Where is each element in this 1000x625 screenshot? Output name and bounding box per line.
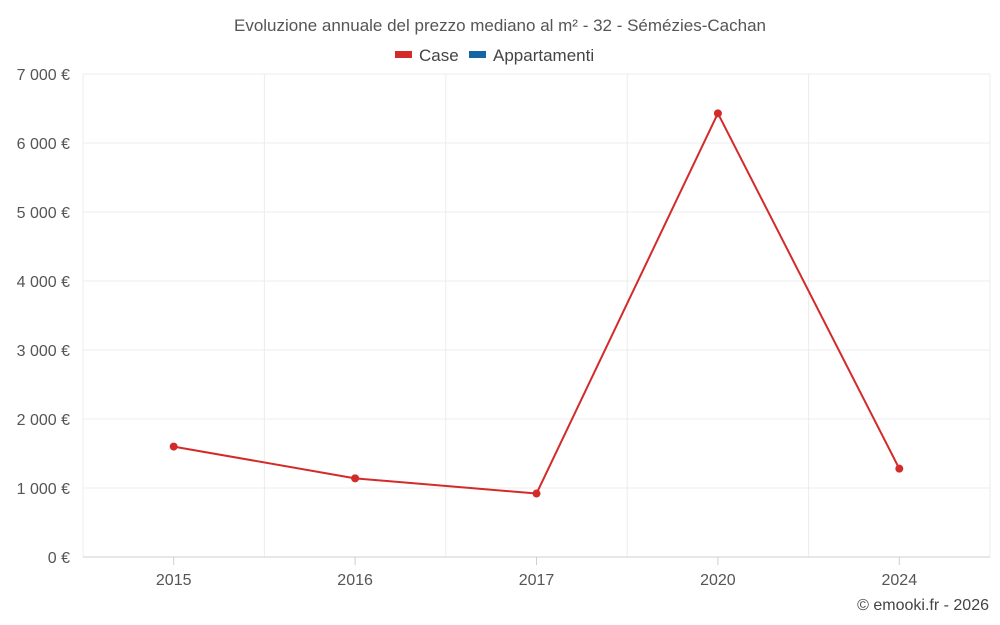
y-tick-label: 7 000 € [17,67,70,84]
y-tick-label: 4 000 € [17,274,70,291]
y-tick-label: 1 000 € [17,481,70,498]
data-point-case-2017[interactable] [532,489,541,498]
legend-swatch-appartamenti [469,51,486,58]
y-tick-label: 2 000 € [17,412,70,429]
y-tick-label: 5 000 € [17,205,70,222]
axes: 0 € 1 000 € 2 000 € 3 000 € 4 000 € 5 000 € 6 … [17,67,990,589]
y-tick-label: 6 000 € [17,136,70,153]
legend: Case Appartamenti [395,46,594,65]
legend-label-case: Case [419,46,459,65]
x-tick-label: 2024 [882,572,918,589]
legend-item-case[interactable]: Case [395,46,459,65]
series-line-case [173,112,901,495]
data-point-case-2016[interactable] [351,474,360,483]
data-point-case-2020[interactable] [713,109,722,118]
credit: © emooki.fr - 2026 [857,597,989,614]
y-tick-label: 3 000 € [17,343,70,360]
legend-label-appartamenti: Appartamenti [493,46,594,65]
grid [82,73,991,557]
series [169,109,904,498]
legend-swatch-case [395,51,412,58]
data-point-case-2024[interactable] [895,464,904,473]
x-tick-label: 2015 [156,572,192,589]
data-point-case-2015[interactable] [169,442,178,451]
y-tick-label: 0 € [48,550,70,567]
legend-item-appartamenti[interactable]: Appartamenti [469,46,594,65]
x-tick-label: 2017 [519,572,555,589]
x-tick-label: 2020 [700,572,736,589]
chart-title: Evoluzione annuale del prezzo mediano al… [234,16,766,35]
x-tick-label: 2016 [337,572,373,589]
